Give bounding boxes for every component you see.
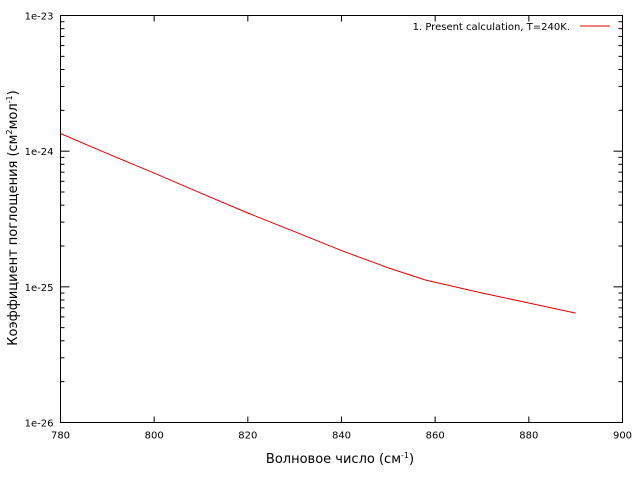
axis-tick-labels: 780 800 820 840 860 880 900 1e-26 1e-25 1e-24 1e-2…	[25, 12, 632, 442]
series-layer	[60, 133, 576, 314]
x-axis-title: Волновое число (см-1)	[266, 451, 414, 467]
x-tick-label: 780	[51, 431, 70, 442]
x-tick-label: 860	[426, 431, 445, 442]
series-line-0	[60, 133, 576, 314]
y-tick-label: 1e-25	[25, 283, 54, 294]
x-tick-label: 900	[613, 431, 632, 442]
y-tick-label: 1e-26	[25, 419, 54, 430]
x-tick-label: 820	[238, 431, 257, 442]
legend-label: 1. Present calculation, T=240K.	[413, 22, 570, 33]
x-tick-label: 800	[145, 431, 164, 442]
y-axis-title: Коэффициент поглощения (см2мол-1)	[5, 90, 21, 345]
legend: 1. Present calculation, T=240K.	[413, 22, 610, 33]
axis-ticks	[60, 15, 623, 423]
x-tick-label: 840	[332, 431, 351, 442]
x-tick-label: 880	[519, 431, 538, 442]
y-tick-label: 1e-23	[25, 12, 54, 23]
y-tick-label: 1e-24	[25, 147, 54, 158]
